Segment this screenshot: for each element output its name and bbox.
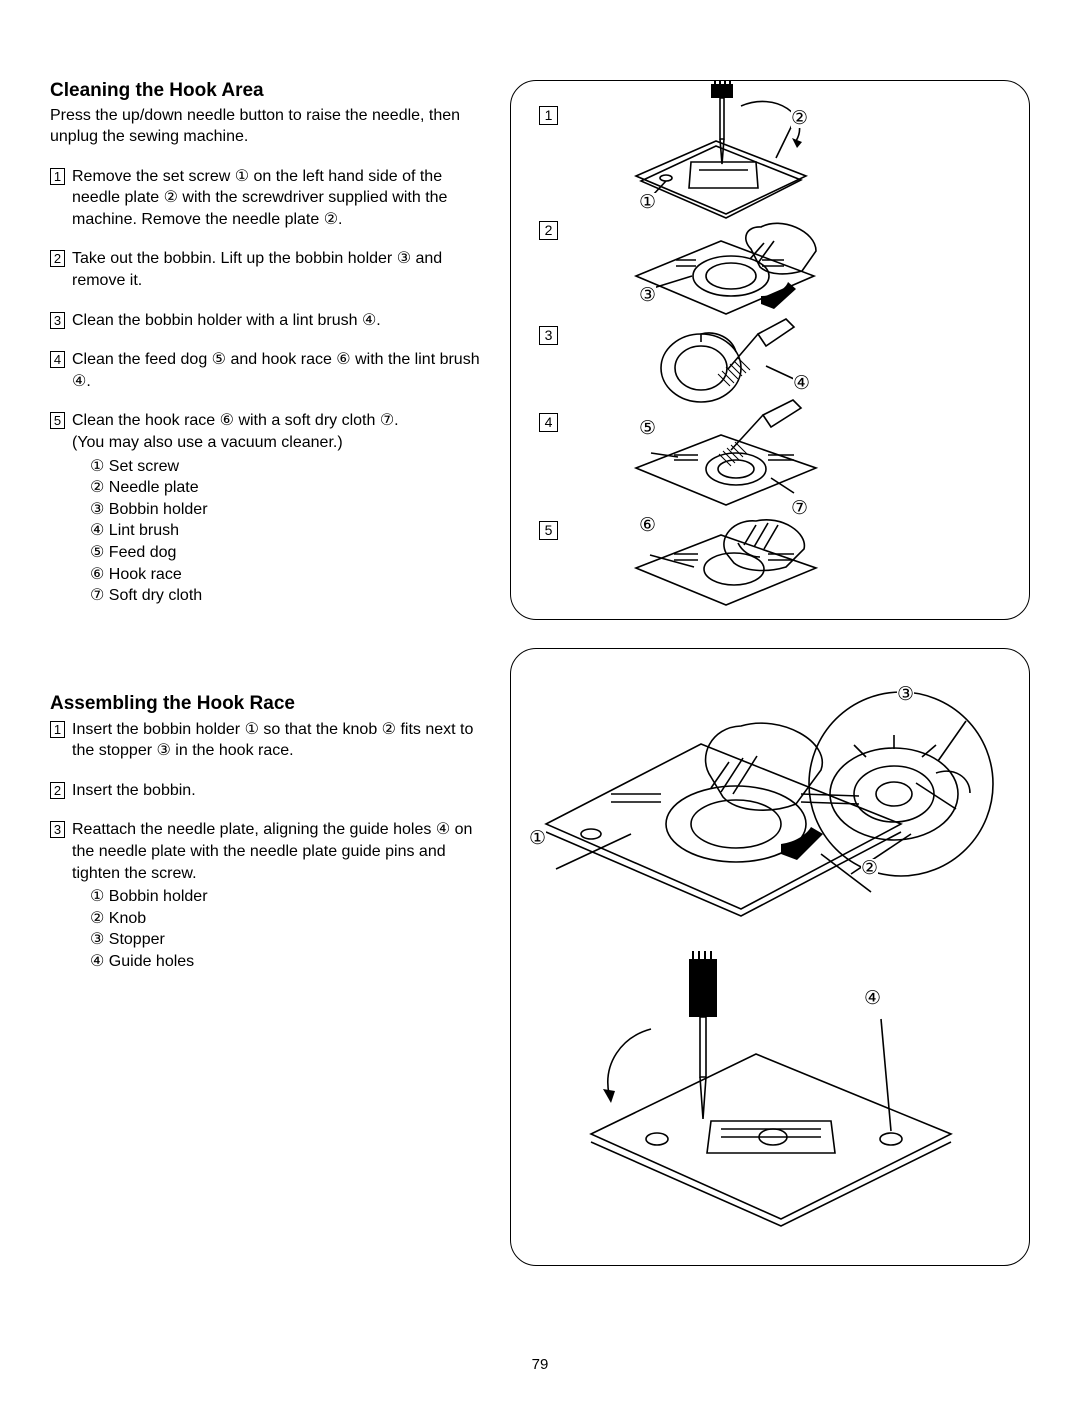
diagram-panel-2: ① ② ③ ④ <box>510 648 1030 1266</box>
step-text: Clean the bobbin holder with a lint brus… <box>72 310 490 332</box>
section1-step: 5 Clean the hook race ⑥ with a soft dry … <box>50 410 490 606</box>
diagram-callout-label: ② <box>791 109 808 128</box>
step-number: 4 <box>50 349 72 392</box>
legend-item: ⑦ Soft dry cloth <box>90 585 490 607</box>
section1-title: Cleaning the Hook Area <box>50 80 490 102</box>
text-column: Cleaning the Hook Area Press the up/down… <box>50 80 490 1266</box>
legend-item: ① Set screw <box>90 456 490 478</box>
step-text: Clean the feed dog ⑤ and hook race ⑥ wit… <box>72 349 490 392</box>
step-number: 3 <box>50 819 72 972</box>
section1-step: 1 Remove the set screw ① on the left han… <box>50 166 490 231</box>
section2-step: 2 Insert the bobbin. <box>50 780 490 802</box>
section2-legend: ① Bobbin holder ② Knob ③ Stopper ④ Guide… <box>72 886 490 972</box>
legend-item: ③ Stopper <box>90 929 490 951</box>
step-text-inner: Clean the hook race ⑥ with a soft dry cl… <box>72 412 399 451</box>
diagram-panel-1: 1 2 3 4 5 ① ② ③ ④ ⑤ ⑥ ⑦ <box>510 80 1030 620</box>
section1-step: 3 Clean the bobbin holder with a lint br… <box>50 310 490 332</box>
legend-item: ③ Bobbin holder <box>90 499 490 521</box>
diagram-column: 1 2 3 4 5 ① ② ③ ④ ⑤ ⑥ ⑦ <box>510 80 1030 1266</box>
legend-item: ② Needle plate <box>90 477 490 499</box>
diagram-callout-label: ② <box>861 859 878 878</box>
legend-item: ⑥ Hook race <box>90 564 490 586</box>
diagram-callout-label: ③ <box>897 685 914 704</box>
diagram-callout-label: ⑤ <box>639 419 656 438</box>
diagram-callout-label: ③ <box>639 286 656 305</box>
legend-item: ④ Lint brush <box>90 520 490 542</box>
legend-item: ① Bobbin holder <box>90 886 490 908</box>
step-text: Insert the bobbin holder ① so that the k… <box>72 719 490 762</box>
legend-item: ② Knob <box>90 908 490 930</box>
step-text: Reattach the needle plate, aligning the … <box>72 819 490 972</box>
diagram-callout-label: ④ <box>864 989 881 1008</box>
section2: Assembling the Hook Race 1 Insert the bo… <box>50 693 490 973</box>
step-number: 1 <box>50 166 72 231</box>
section1-step: 4 Clean the feed dog ⑤ and hook race ⑥ w… <box>50 349 490 392</box>
step-number: 2 <box>50 248 72 291</box>
step-number: 1 <box>50 719 72 762</box>
legend-item: ⑤ Feed dog <box>90 542 490 564</box>
section1-legend: ① Set screw ② Needle plate ③ Bobbin hold… <box>72 456 490 607</box>
diagram-step-label: 2 <box>539 221 558 240</box>
step-text: Insert the bobbin. <box>72 780 490 802</box>
diagram-callout-label: ⑥ <box>639 516 656 535</box>
page-number: 79 <box>0 1356 1080 1373</box>
section2-step: 1 Insert the bobbin holder ① so that the… <box>50 719 490 762</box>
diagram-callout-label: ① <box>639 193 656 212</box>
diagram-callout-label: ⑦ <box>791 499 808 518</box>
step-number: 3 <box>50 310 72 332</box>
diagram-callout-label: ④ <box>793 374 810 393</box>
step-text: Clean the hook race ⑥ with a soft dry cl… <box>72 410 490 606</box>
diagram-step-label: 4 <box>539 413 558 432</box>
section2-step: 3 Reattach the needle plate, aligning th… <box>50 819 490 972</box>
panel1-illustration <box>511 81 1030 620</box>
step-text: Take out the bobbin. Lift up the bobbin … <box>72 248 490 291</box>
step-number: 5 <box>50 410 72 606</box>
section1-intro: Press the up/down needle button to raise… <box>50 106 490 148</box>
section2-title: Assembling the Hook Race <box>50 693 490 715</box>
diagram-step-label: 5 <box>539 521 558 540</box>
diagram-step-label: 3 <box>539 326 558 345</box>
two-column-layout: Cleaning the Hook Area Press the up/down… <box>50 80 1030 1266</box>
section1-step: 2 Take out the bobbin. Lift up the bobbi… <box>50 248 490 291</box>
panel2-illustration <box>511 649 1030 1266</box>
diagram-callout-label: ① <box>529 829 546 848</box>
manual-page: Cleaning the Hook Area Press the up/down… <box>0 0 1080 1403</box>
step-text: Remove the set screw ① on the left hand … <box>72 166 490 231</box>
step-text-inner: Reattach the needle plate, aligning the … <box>72 821 472 881</box>
step-number: 2 <box>50 780 72 802</box>
diagram-step-label: 1 <box>539 106 558 125</box>
legend-item: ④ Guide holes <box>90 951 490 973</box>
